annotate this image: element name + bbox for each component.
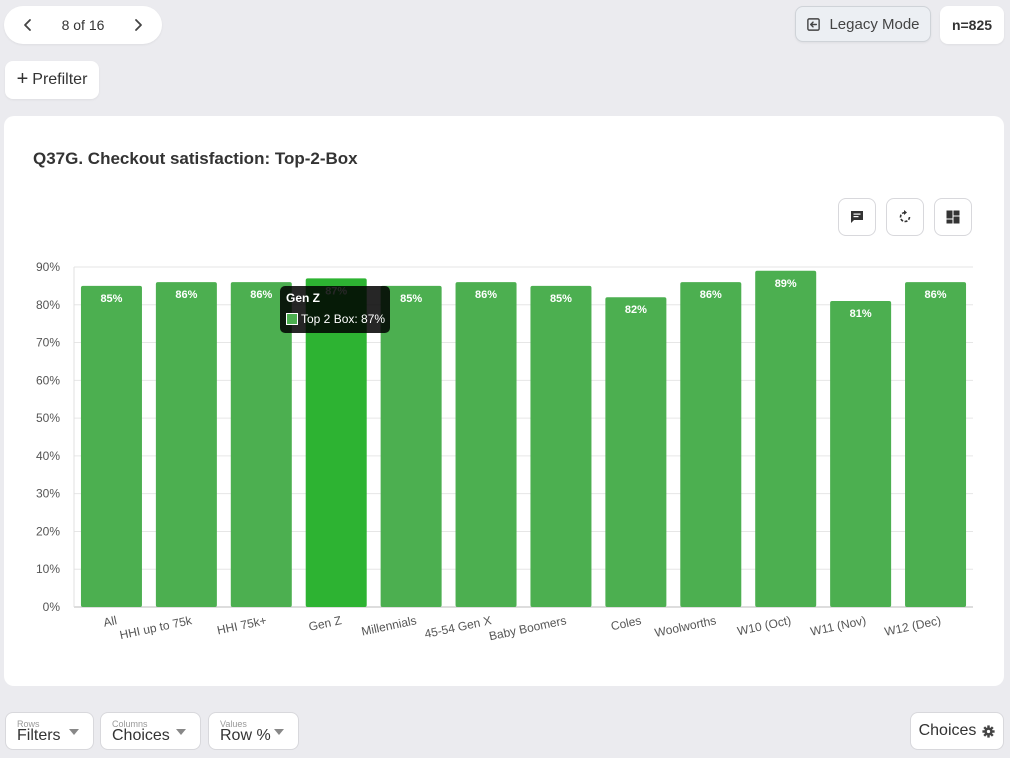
values-caption: Values <box>220 719 247 729</box>
legacy-mode-label: Legacy Mode <box>829 15 920 33</box>
dashboard-icon <box>946 210 960 224</box>
values-value: Row % <box>220 727 271 744</box>
y-tick-label: 20% <box>36 524 60 538</box>
next-page-button[interactable] <box>118 6 158 44</box>
plus-icon: + <box>16 68 29 90</box>
data-label: 89% <box>775 278 797 290</box>
x-tick-label: W12 (Dec) <box>883 613 942 639</box>
y-tick-label: 80% <box>36 298 60 312</box>
choices-label: Choices <box>918 722 977 739</box>
columns-value: Choices <box>112 727 170 744</box>
data-label: 86% <box>925 289 947 301</box>
chevron-down-icon <box>69 729 79 735</box>
bar <box>830 301 892 607</box>
rows-dropdown[interactable]: Rows Filters <box>5 712 94 750</box>
x-tick-label: W11 (Nov) <box>809 613 867 638</box>
data-label: 82% <box>625 304 647 316</box>
bar <box>155 282 217 607</box>
refresh-button[interactable] <box>886 198 924 236</box>
prefilter-button[interactable]: + Prefilter <box>5 61 99 99</box>
data-label: 81% <box>850 308 872 320</box>
bar-chart: 0% 10% 20% 30% 40% 50% 60% 70% 80% 90% 85% All 86% HH… <box>36 260 973 643</box>
x-tick-label: HHI 75k+ <box>216 613 268 637</box>
sample-size-badge: n=825 <box>940 6 1004 44</box>
data-label: 86% <box>475 289 497 301</box>
x-tick-label: Coles <box>610 613 643 633</box>
page-indicator: 8 of 16 <box>61 17 105 33</box>
chevron-down-icon <box>176 729 186 735</box>
bar <box>380 285 442 607</box>
y-tick-label: 60% <box>36 373 60 387</box>
prefilter-label: Prefilter <box>32 71 88 88</box>
y-tick-label: 30% <box>36 487 60 501</box>
x-tick-label: 45-54 Gen X <box>423 613 492 641</box>
bar <box>305 278 367 607</box>
data-label: 86% <box>700 289 722 301</box>
comment-icon <box>851 211 863 223</box>
layout-button[interactable] <box>934 198 972 236</box>
rows-caption: Rows <box>17 719 40 729</box>
bar <box>455 282 517 607</box>
x-tick-label: Baby Boomers <box>488 613 568 643</box>
bar <box>605 297 667 607</box>
gear-icon <box>982 724 995 738</box>
x-tick-label: Millennials <box>360 613 418 638</box>
data-label: 86% <box>175 289 197 301</box>
y-tick-label: 0% <box>43 600 61 614</box>
y-tick-label: 40% <box>36 449 60 463</box>
previous-page-button[interactable] <box>8 6 48 44</box>
values-dropdown[interactable]: Values Row % <box>208 712 299 750</box>
refresh-icon <box>899 210 911 223</box>
y-tick-label: 50% <box>36 411 60 425</box>
choices-settings-button[interactable]: Choices <box>910 712 1004 750</box>
chart-tooltip: Gen Z Top 2 Box: 87% <box>280 286 390 333</box>
tooltip-row: Top 2 Box: 87% <box>286 312 385 326</box>
chevron-right-icon <box>135 19 142 31</box>
columns-caption: Columns <box>112 719 148 729</box>
x-tick-label: Gen Z <box>307 613 343 634</box>
y-tick-label: 70% <box>36 336 60 350</box>
bar <box>530 285 592 607</box>
data-label: 85% <box>400 293 422 305</box>
comment-button[interactable] <box>838 198 876 236</box>
chevron-down-icon <box>274 729 284 735</box>
columns-dropdown[interactable]: Columns Choices <box>100 712 201 750</box>
bar <box>680 282 742 607</box>
bar <box>905 282 967 607</box>
y-tick-label: 10% <box>36 562 60 576</box>
bar <box>755 270 817 607</box>
rows-value: Filters <box>17 727 61 744</box>
pager: 8 of 16 <box>4 6 162 44</box>
tooltip-text: Top 2 Box: 87% <box>301 312 386 326</box>
tooltip-swatch <box>286 313 298 325</box>
x-tick-label: W10 (Oct) <box>736 613 792 638</box>
x-tick-label: All <box>102 613 118 629</box>
x-tick-label: Woolworths <box>653 613 717 640</box>
chevron-left-icon <box>24 19 31 31</box>
tooltip-title: Gen Z <box>286 291 321 305</box>
y-tick-label: 90% <box>36 260 60 274</box>
bar <box>230 282 292 607</box>
chart-title: Q37G. Checkout satisfaction: Top-2-Box <box>33 149 358 168</box>
bar <box>80 285 142 607</box>
data-label: 85% <box>550 293 572 305</box>
data-label: 85% <box>100 293 122 305</box>
legacy-mode-button[interactable]: Legacy Mode <box>795 6 931 42</box>
exit-icon <box>807 17 821 31</box>
x-tick-label: HHI up to 75k <box>118 613 194 642</box>
data-label: 86% <box>250 289 272 301</box>
